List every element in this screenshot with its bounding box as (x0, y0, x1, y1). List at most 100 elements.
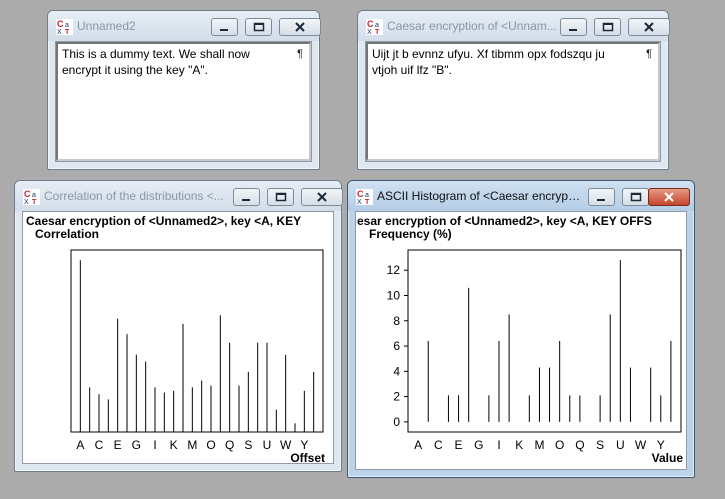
minimize-button[interactable] (211, 18, 238, 36)
text-line: vtjoh uif lfz "B". (372, 63, 452, 77)
svg-text:a: a (65, 22, 69, 29)
x-tick-label: W (635, 438, 647, 452)
svg-text:a: a (375, 22, 379, 29)
window-title: Correlation of the distributions <... (44, 189, 224, 203)
x-tick-label: Y (300, 438, 308, 452)
text-editor[interactable]: Uijt jt b evnnz ufyu. Xf tibmm opx fodsz… (365, 41, 661, 162)
minimize-button[interactable] (560, 18, 587, 36)
close-icon (644, 22, 654, 32)
minimize-button[interactable] (233, 188, 260, 206)
svg-text:C: C (357, 189, 364, 199)
y-tick-label: 12 (387, 263, 401, 277)
window-title: Caesar encryption of <Unnam... (387, 19, 557, 33)
x-tick-label: G (474, 438, 483, 452)
close-button[interactable] (301, 188, 343, 206)
x-tick-label: K (170, 438, 178, 452)
chart-area: Caesar encryption of <Unnamed2>, key <A,… (22, 211, 334, 464)
maximize-button[interactable] (622, 188, 649, 206)
y-tick-label: 2 (393, 390, 400, 404)
x-tick-label: S (596, 438, 604, 452)
chart-title: Caesar encryption of <Unnamed2>, key <A,… (26, 214, 301, 228)
svg-text:C: C (57, 19, 64, 29)
plaintext-area[interactable]: This is a dummy text. We shall now encry… (56, 42, 311, 161)
minimize-icon (220, 28, 228, 31)
svg-text:X: X (24, 199, 29, 205)
x-tick-label: Y (657, 438, 665, 452)
close-button[interactable] (648, 188, 690, 206)
end-of-text-marker: ¶ (646, 48, 652, 60)
x-tick-label: U (263, 438, 272, 452)
y-tick-label: 4 (393, 364, 400, 378)
maximize-icon (275, 192, 286, 202)
y-axis-label: Correlation (35, 227, 99, 241)
close-button[interactable] (279, 18, 321, 36)
end-of-text-marker: ¶ (297, 48, 303, 60)
y-tick-label: 0 (393, 415, 400, 429)
text-line: encrypt it using the key "A". (62, 63, 208, 77)
chart-area: esar encryption of <Unnamed2>, key <A, K… (355, 211, 687, 470)
window-title: Unnamed2 (77, 19, 136, 33)
x-tick-label: O (555, 438, 564, 452)
x-tick-label: C (95, 438, 104, 452)
close-icon (317, 192, 327, 202)
x-tick-label: Q (575, 438, 584, 452)
plot-frame (70, 249, 324, 433)
maximize-button[interactable] (594, 18, 621, 36)
x-tick-label: M (187, 438, 197, 452)
ciphertext-area[interactable]: Uijt jt b evnnz ufyu. Xf tibmm opx fodsz… (366, 42, 660, 161)
plot-frame (407, 249, 682, 433)
window-title: ASCII Histogram of <Caesar encrypti... (377, 189, 582, 203)
minimize-icon (569, 28, 577, 31)
x-tick-label: E (455, 438, 463, 452)
text-editor[interactable]: This is a dummy text. We shall now encry… (55, 41, 312, 162)
x-axis-label: Value (652, 451, 684, 465)
maximize-button[interactable] (267, 188, 294, 206)
maximize-button[interactable] (245, 18, 272, 36)
minimize-icon (242, 198, 250, 201)
svg-text:T: T (32, 199, 37, 205)
x-tick-label: W (280, 438, 292, 452)
x-tick-label: A (76, 438, 84, 452)
x-tick-label: I (153, 438, 156, 452)
svg-text:T: T (365, 199, 370, 205)
svg-text:X: X (357, 199, 362, 205)
x-tick-label: A (414, 438, 422, 452)
svg-text:X: X (367, 29, 372, 35)
svg-text:T: T (375, 29, 380, 35)
svg-text:a: a (365, 192, 369, 199)
x-tick-label: S (244, 438, 252, 452)
minimize-button[interactable] (588, 188, 615, 206)
maximize-icon (602, 22, 613, 32)
y-axis-label: Frequency (%) (369, 227, 452, 241)
close-button[interactable] (628, 18, 670, 36)
svg-text:X: X (57, 29, 62, 35)
x-tick-label: C (434, 438, 443, 452)
svg-text:T: T (65, 29, 70, 35)
correlation-chart: Caesar encryption of <Unnamed2>, key <A,… (26, 214, 325, 464)
text-line: This is a dummy text. We shall now (62, 47, 250, 61)
histogram-chart: esar encryption of <Unnamed2>, key <A, K… (357, 214, 684, 465)
minimize-icon (597, 198, 605, 201)
close-icon (664, 192, 674, 202)
chart-title: esar encryption of <Unnamed2>, key <A, K… (357, 214, 652, 228)
x-tick-label: E (114, 438, 122, 452)
x-tick-label: M (534, 438, 544, 452)
x-tick-label: Q (225, 438, 234, 452)
maximize-icon (253, 22, 264, 32)
x-tick-label: I (497, 438, 500, 452)
maximize-icon (630, 192, 641, 202)
x-axis-label: Offset (290, 451, 325, 464)
svg-text:C: C (367, 19, 374, 29)
